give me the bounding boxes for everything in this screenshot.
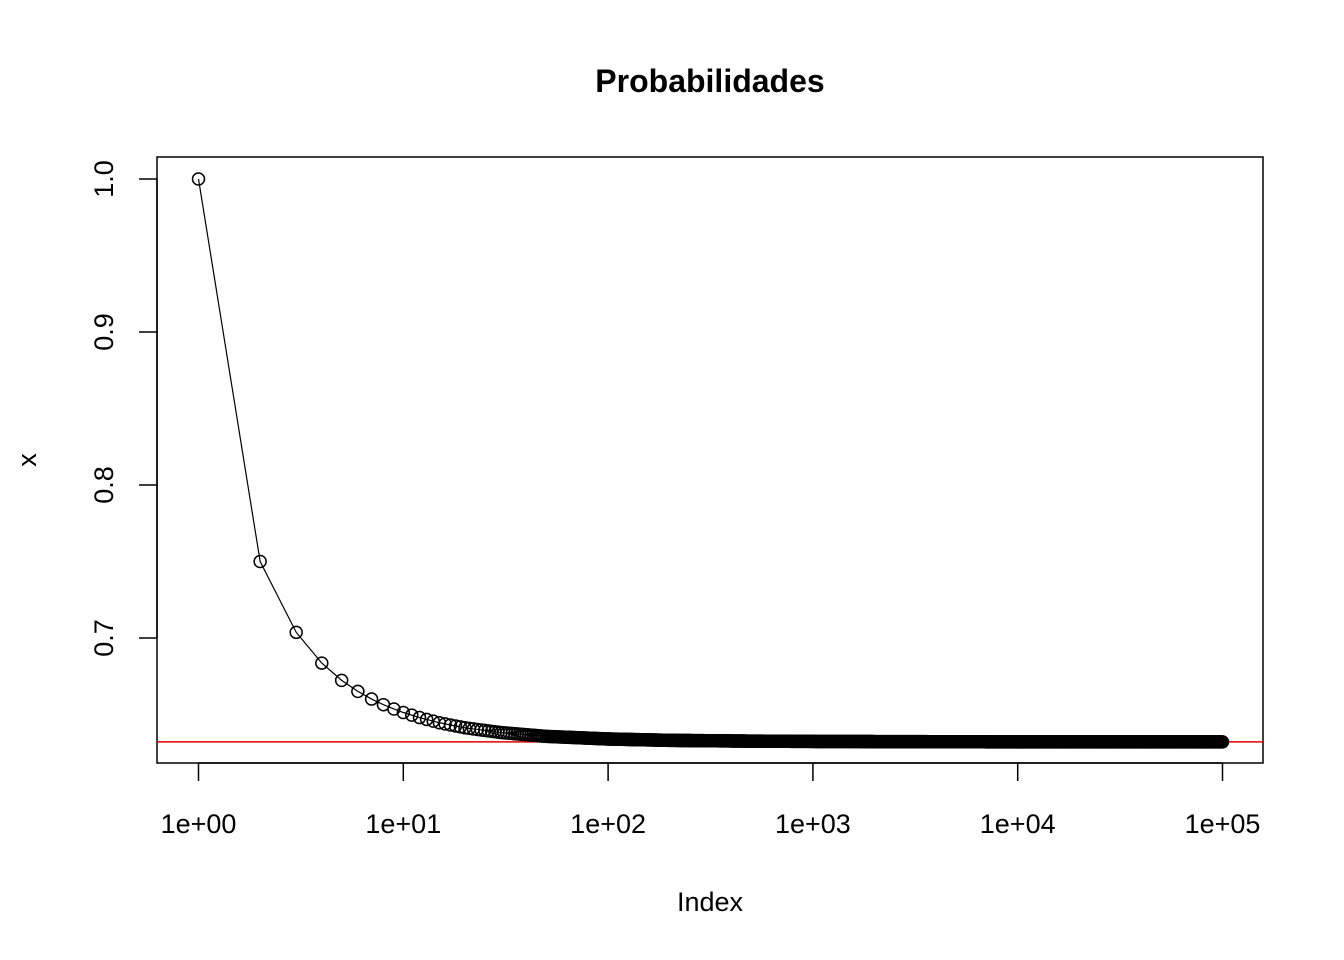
data-point (334, 673, 349, 688)
x-axis: 1e+00 1e+01 1e+02 1e+03 1e+04 1e+05 (161, 762, 1261, 839)
data-point (351, 684, 365, 699)
data-point (453, 720, 468, 734)
x-tick-label: 1e+01 (365, 809, 441, 839)
x-tick-label: 1e+00 (161, 809, 237, 839)
data-point (419, 712, 434, 727)
series-line-0 (197, 178, 1223, 743)
x-tick-label: 1e+02 (570, 809, 646, 839)
y-axis-label: x (12, 453, 42, 467)
data-point (405, 708, 419, 722)
data-point (443, 718, 458, 732)
data-point (387, 702, 401, 716)
data-point (448, 719, 463, 733)
data-point (438, 717, 452, 731)
data-point (364, 692, 379, 706)
x-axis-label: Index (677, 887, 744, 917)
data-point (1215, 735, 1230, 749)
data-point (315, 656, 329, 670)
data-point (253, 554, 267, 569)
x-tick-label: 1e+04 (980, 809, 1056, 839)
plot-area (157, 172, 1263, 749)
y-tick-label: 0.8 (89, 466, 119, 504)
y-tick-label: 0.7 (89, 619, 119, 657)
data-point (396, 705, 411, 720)
data-point (191, 172, 206, 186)
data-point (412, 710, 427, 725)
plot-frame (156, 156, 1264, 764)
x-tick-label: 1e+05 (1185, 809, 1261, 839)
chart-title: Probabilidades (595, 63, 824, 99)
y-tick-label: 0.9 (89, 313, 119, 351)
data-point (289, 625, 303, 640)
x-tick-label: 1e+03 (775, 809, 851, 839)
y-axis: 0.7 0.8 0.9 1.0 (89, 160, 158, 657)
y-tick-label: 1.0 (89, 160, 119, 198)
